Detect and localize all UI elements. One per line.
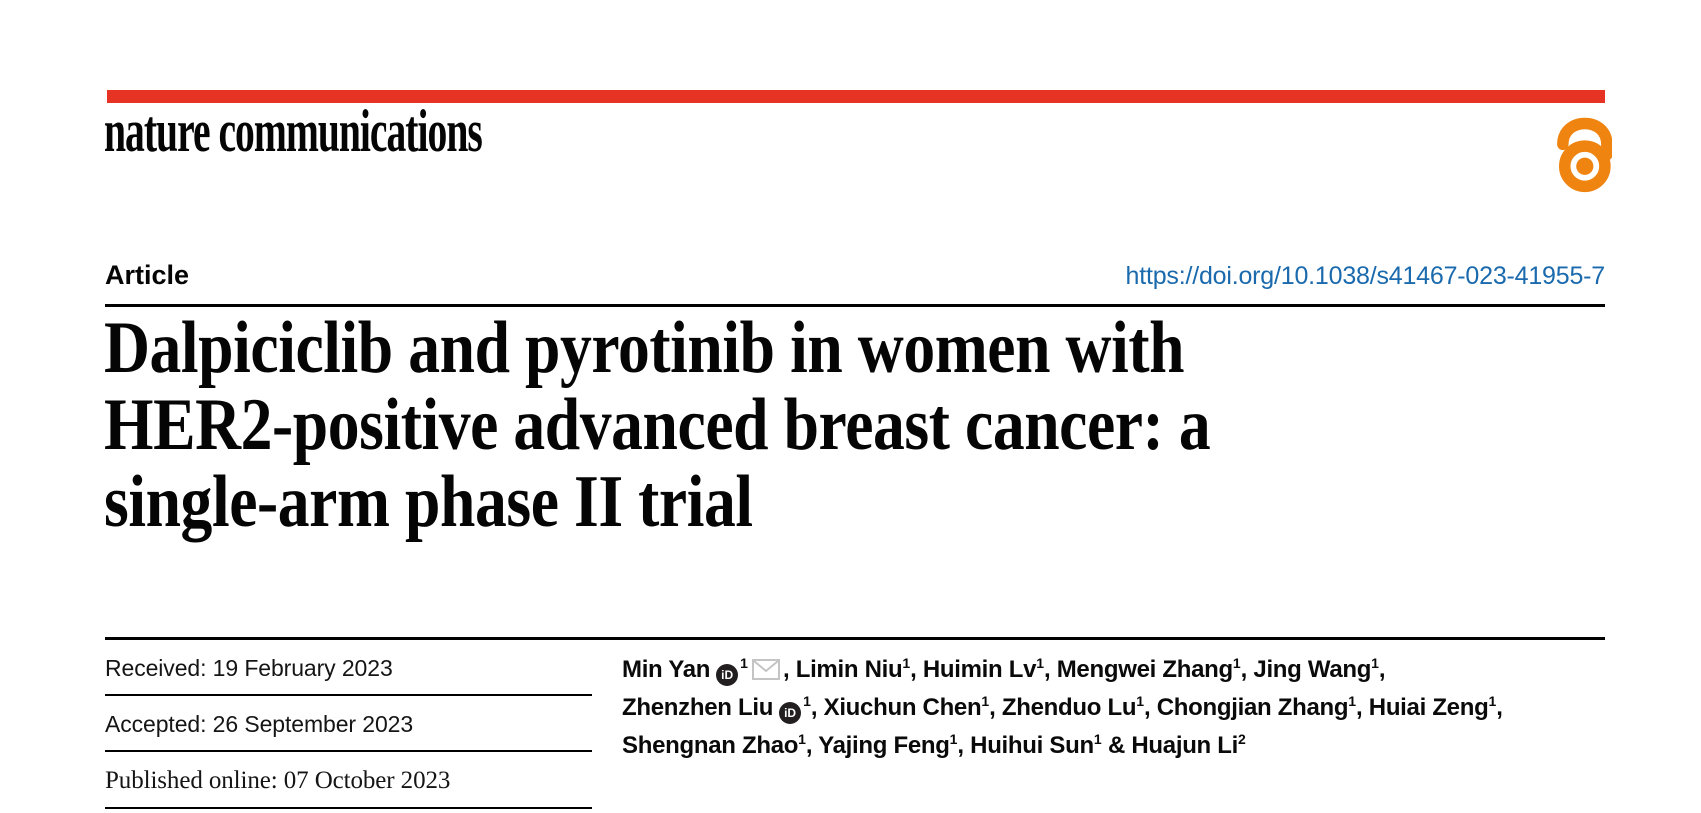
orcid-icon[interactable]: iD xyxy=(716,664,739,686)
author-name: Huajun Li xyxy=(1131,732,1239,759)
accepted-date: Accepted: 26 September 2023 xyxy=(105,696,592,752)
header-divider xyxy=(105,304,1605,307)
author-separator: , xyxy=(782,656,796,683)
author-separator: , xyxy=(989,694,1002,721)
title-line: HER2-positive advanced breast cancer: a xyxy=(104,384,1211,466)
affiliation-sup: 1 xyxy=(949,731,958,747)
author-line-1: Min Yan iD1, Limin Niu1, Huimin Lv1, Meng… xyxy=(622,652,1605,690)
affiliation-sup: 1 xyxy=(1488,693,1497,709)
author-separator: , xyxy=(1378,656,1386,683)
affiliation-sup: 1 xyxy=(902,655,911,671)
author-name: Huimin Lv xyxy=(922,656,1037,683)
title-line: single-arm phase II trial xyxy=(104,461,753,543)
open-access-icon xyxy=(1557,117,1612,193)
affiliation-sup: 1 xyxy=(1371,655,1379,671)
author-name: Huiai Zeng xyxy=(1368,694,1489,721)
author-list: Min Yan iD1, Limin Niu1, Huimin Lv1, Meng… xyxy=(622,640,1605,809)
affiliation-sup: 2 xyxy=(1238,731,1246,747)
article-type-label: Article xyxy=(105,260,190,290)
published-date: Published online: 07 October 2023 xyxy=(105,752,592,809)
meta-section: Received: 19 February 2023 Accepted: 26 … xyxy=(105,637,1605,809)
author-name: Yajing Feng xyxy=(818,732,950,759)
affiliation-sup: 1 xyxy=(803,693,811,709)
author-separator: & xyxy=(1101,732,1132,759)
author-separator: , xyxy=(1144,694,1157,721)
received-date: Received: 19 February 2023 xyxy=(105,640,592,696)
article-history: Received: 19 February 2023 Accepted: 26 … xyxy=(105,640,592,809)
author-separator: , xyxy=(805,732,819,759)
author-name: Zhenduo Lu xyxy=(1001,694,1137,721)
email-icon[interactable] xyxy=(751,659,780,680)
author-separator: , xyxy=(1496,694,1503,721)
author-name: Huihui Sun xyxy=(970,732,1094,759)
author-name: Zhenzhen Liu xyxy=(622,694,774,721)
affiliation-sup: 1 xyxy=(1348,693,1357,709)
author-line-2: Zhenzhen Liu iD1, Xiuchun Chen1, Zhenduo … xyxy=(622,690,1605,728)
author-separator: , xyxy=(1043,656,1057,683)
affiliation-sup: 1 xyxy=(1093,731,1102,747)
author-separator: , xyxy=(810,694,824,721)
title-line: Dalpiciclib and pyrotinib in women with xyxy=(104,307,1185,389)
affiliation-sup: 1 xyxy=(981,693,990,709)
author-name: Limin Niu xyxy=(795,656,903,683)
author-name: Min Yan xyxy=(622,656,711,683)
article-header-row: Article https://doi.org/10.1038/s41467-0… xyxy=(105,260,1605,291)
author-name: Jing Wang xyxy=(1253,656,1372,683)
author-separator: , xyxy=(957,732,971,759)
article-title: Dalpiciclib and pyrotinib in women with H… xyxy=(104,307,1211,543)
brand-red-bar xyxy=(107,90,1605,103)
affiliation-sup: 1 xyxy=(798,731,806,747)
author-name: Chongjian Zhang xyxy=(1156,694,1349,721)
author-separator: , xyxy=(1240,656,1254,683)
author-separator: , xyxy=(1356,694,1369,721)
author-name: Shengnan Zhao xyxy=(622,732,799,759)
doi-link[interactable]: https://doi.org/10.1038/s41467-023-41955… xyxy=(1125,262,1606,290)
orcid-icon[interactable]: iD xyxy=(779,702,802,724)
affiliation-sup: 1 xyxy=(1232,655,1241,671)
author-separator: , xyxy=(910,656,923,683)
affiliation-sup: 1 xyxy=(1136,693,1144,709)
author-line-3: Shengnan Zhao1, Yajing Feng1, Huihui Sun… xyxy=(622,728,1605,766)
author-name: Mengwei Zhang xyxy=(1056,656,1233,683)
affiliation-sup: 1 xyxy=(740,655,748,671)
journal-logo: nature communications xyxy=(104,98,483,164)
author-name: Xiuchun Chen xyxy=(823,694,982,721)
affiliation-sup: 1 xyxy=(1036,655,1044,671)
